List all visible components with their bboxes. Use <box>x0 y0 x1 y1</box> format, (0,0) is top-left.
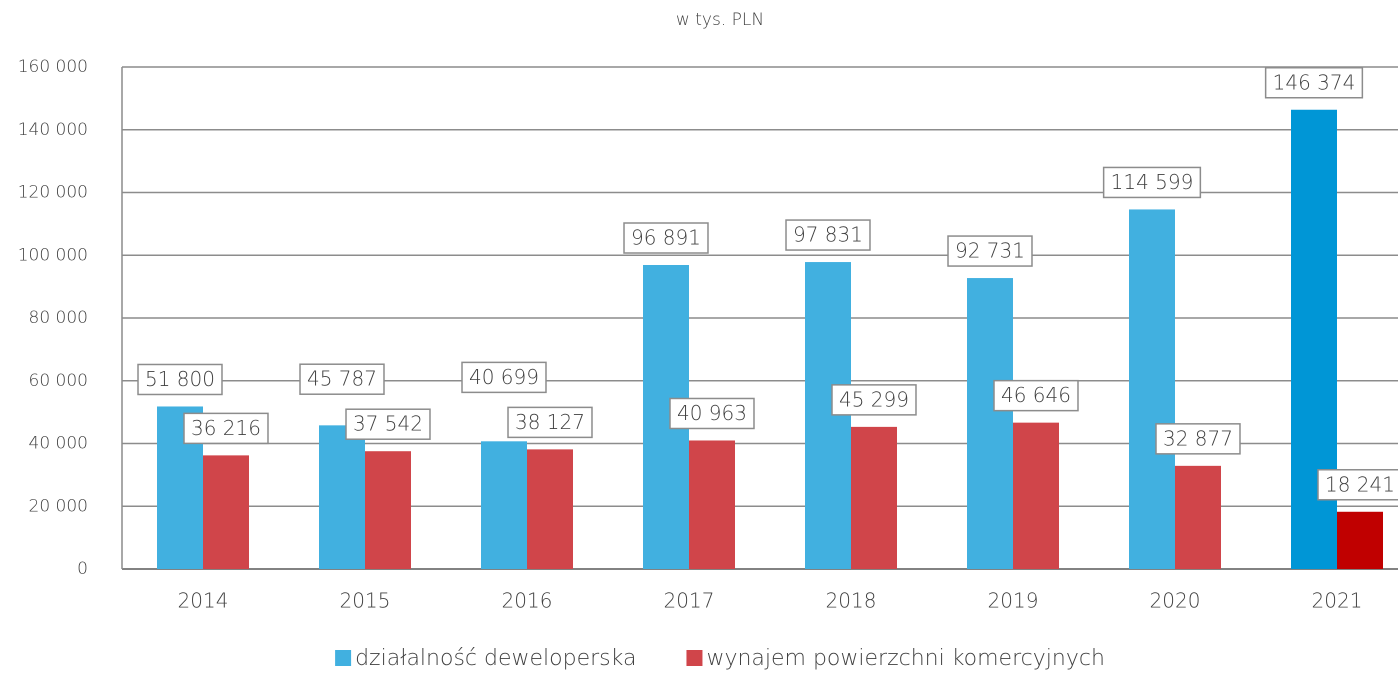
bar <box>365 451 411 569</box>
bar <box>203 455 249 569</box>
data-label-text: 36 216 <box>191 416 261 440</box>
data-label-text: 18 241 <box>1325 472 1395 496</box>
y-tick-label: 40 000 <box>29 434 88 454</box>
label-box <box>461 361 547 394</box>
data-label: 38 127 <box>507 406 593 439</box>
bar <box>851 426 897 569</box>
data-label-text: 37 542 <box>353 412 423 436</box>
legend-swatch <box>686 650 703 666</box>
data-label: 146 374 <box>1264 67 1364 99</box>
label-box <box>947 235 1033 267</box>
label-box <box>1317 469 1398 501</box>
bar <box>1175 465 1221 569</box>
x-tick-label: 2021 <box>1312 589 1363 613</box>
data-label-text: 92 731 <box>955 239 1025 263</box>
data-label-text: 45 787 <box>307 367 377 391</box>
label-box <box>507 406 593 439</box>
legend-label: wynajem powierzchni komercyjnych <box>706 646 1104 671</box>
label-box <box>993 379 1079 412</box>
bar <box>1129 209 1175 570</box>
x-tick-label: 2017 <box>664 589 715 613</box>
data-label: 46 646 <box>993 379 1079 412</box>
x-tick-label: 2019 <box>988 589 1039 613</box>
bar <box>967 278 1013 569</box>
x-tick-label: 2015 <box>340 589 391 613</box>
y-tick-label: 60 000 <box>29 371 88 391</box>
label-box <box>345 408 431 440</box>
x-tick-label: 2014 <box>178 589 229 613</box>
data-label-text: 114 599 <box>1111 170 1194 194</box>
data-label-text: 146 374 <box>1273 70 1356 94</box>
x-tick-label: 2016 <box>502 589 553 613</box>
label-box <box>1264 67 1364 99</box>
label-box <box>623 222 709 254</box>
label-box <box>299 363 385 395</box>
data-label-text: 51 800 <box>145 367 215 391</box>
data-label: 45 299 <box>831 384 917 416</box>
data-label: 32 877 <box>1155 423 1241 455</box>
y-tick-label: 140 000 <box>18 120 88 140</box>
data-label: 96 891 <box>623 222 709 254</box>
y-tick-label: 120 000 <box>18 183 88 203</box>
y-tick-label: 80 000 <box>29 308 88 328</box>
legend-swatch <box>335 650 352 666</box>
data-label-text: 96 891 <box>631 226 701 250</box>
label-box <box>831 384 917 416</box>
label-box <box>183 412 269 445</box>
label-box <box>785 219 871 251</box>
data-label: 97 831 <box>785 219 871 251</box>
bar <box>689 440 735 569</box>
data-label-text: 45 299 <box>839 387 909 411</box>
data-label: 114 599 <box>1102 166 1202 199</box>
bar <box>319 425 365 569</box>
legend-label: działalność deweloperska <box>355 646 636 671</box>
data-label: 40 963 <box>669 397 755 430</box>
data-label: 92 731 <box>947 235 1033 267</box>
data-label-text: 32 877 <box>1163 426 1233 450</box>
label-box <box>1155 423 1241 455</box>
data-label-text: 40 699 <box>469 365 539 389</box>
y-tick-label: 20 000 <box>29 496 88 516</box>
data-label-text: 46 646 <box>1001 383 1071 407</box>
x-tick-label: 2018 <box>826 589 877 613</box>
label-box <box>1102 166 1202 199</box>
data-label-text: 40 963 <box>677 401 747 425</box>
y-tick-label: 160 000 <box>18 57 88 77</box>
data-label-text: 38 127 <box>515 410 585 434</box>
bar <box>1337 511 1383 569</box>
y-tick-label: 0 <box>77 559 88 579</box>
y-tick-label: 100 000 <box>18 245 88 265</box>
label-box <box>669 397 755 430</box>
data-label: 40 699 <box>461 361 547 394</box>
data-label: 36 216 <box>183 412 269 445</box>
bar <box>481 441 527 569</box>
bar <box>1013 422 1059 569</box>
bar <box>527 449 573 569</box>
chart-title: w tys. PLN <box>676 10 764 30</box>
data-label: 51 800 <box>137 363 223 396</box>
data-label: 37 542 <box>345 408 431 440</box>
x-tick-label: 2020 <box>1150 589 1201 613</box>
data-label: 45 787 <box>299 363 385 395</box>
label-box <box>137 363 223 396</box>
data-label-text: 97 831 <box>793 223 863 247</box>
data-label: 18 241 <box>1317 469 1398 501</box>
